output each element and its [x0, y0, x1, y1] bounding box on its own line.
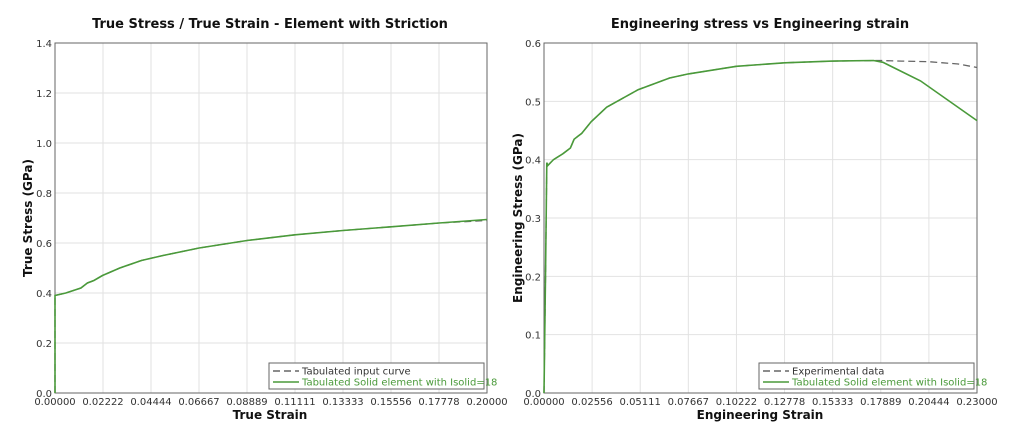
y-tick-label: 0.0	[36, 389, 52, 400]
x-tick-label: 0.00000	[34, 397, 75, 408]
legend-entry: Tabulated Solid element with Isolid=18	[301, 378, 497, 389]
x-tick-label: 0.07667	[668, 397, 709, 408]
y-tick-label: 0.4	[36, 289, 52, 300]
x-tick-label: 0.10222	[716, 397, 757, 408]
x-tick-label: 0.02222	[82, 397, 123, 408]
x-tick-label: 0.20000	[466, 397, 507, 408]
series-line-2	[543, 59, 978, 394]
y-tick-label: 0.6	[36, 239, 52, 250]
plot-frame	[54, 42, 488, 394]
x-tick-label: 0.00000	[523, 397, 564, 408]
chart-1: True Stress / True Strain - Element with…	[21, 17, 508, 422]
y-tick-label: 0.6	[525, 39, 541, 50]
x-tick-label: 0.13333	[322, 397, 363, 408]
y-tick-label: 1.2	[36, 89, 52, 100]
y-tick-label: 0.3	[525, 214, 541, 225]
x-tick-label: 0.11111	[274, 397, 315, 408]
series-line-1	[543, 59, 978, 394]
y-tick-label: 0.2	[525, 272, 541, 283]
x-tick-label: 0.20444	[908, 397, 949, 408]
x-tick-label: 0.04444	[130, 397, 171, 408]
chart-2: Engineering stress vs Engineering strain…	[511, 17, 998, 422]
y-tick-label: 0.2	[36, 339, 52, 350]
y-tick-label: 0.5	[525, 97, 541, 108]
chart-title: True Stress / True Strain - Element with…	[92, 17, 448, 32]
x-tick-label: 0.15556	[370, 397, 411, 408]
x-tick-label: 0.08889	[226, 397, 267, 408]
x-tick-label: 0.17778	[418, 397, 459, 408]
x-tick-label: 0.15333	[812, 397, 853, 408]
x-tick-label: 0.05111	[620, 397, 661, 408]
y-tick-label: 1.4	[36, 39, 52, 50]
x-tick-label: 0.12778	[764, 397, 805, 408]
x-axis-label: True Strain	[233, 408, 308, 422]
y-tick-label: 0.1	[525, 331, 541, 342]
plot-frame	[543, 42, 978, 394]
legend-box	[758, 362, 975, 390]
y-axis-label: Engineering Stress (GPa)	[511, 133, 525, 303]
x-tick-label: 0.17889	[860, 397, 901, 408]
legend-entry: Tabulated Solid element with Isolid=18	[791, 378, 987, 389]
x-tick-label: 0.23000	[956, 397, 997, 408]
y-tick-label: 0.8	[36, 189, 52, 200]
legend-box	[268, 362, 485, 390]
x-axis-label: Engineering Strain	[697, 408, 824, 422]
y-tick-label: 0.0	[525, 389, 541, 400]
y-tick-label: 0.4	[525, 156, 541, 167]
chart-title: Engineering stress vs Engineering strain	[611, 17, 909, 32]
series-line-2	[54, 218, 488, 393]
x-tick-label: 0.02556	[571, 397, 612, 408]
x-tick-label: 0.06667	[178, 397, 219, 408]
y-tick-label: 1.0	[36, 139, 52, 150]
legend-entry: Tabulated input curve	[301, 367, 411, 378]
legend-entry: Experimental data	[792, 367, 884, 378]
y-axis-label: True Stress (GPa)	[21, 159, 35, 277]
